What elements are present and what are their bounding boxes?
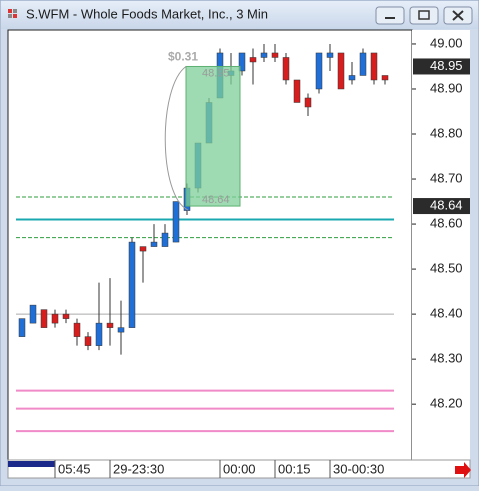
y-tick-label: 48.20 <box>430 396 463 411</box>
y-tick-label: 48.50 <box>430 261 463 276</box>
candle-body <box>293 79 301 103</box>
chart: 49.00 48.90 48.80 48.70 48.60 48.50 48.40 48.30… <box>16 35 470 478</box>
candle-body <box>260 52 268 58</box>
price-marker-label: 48.64 <box>430 197 463 212</box>
candle-body <box>62 313 70 319</box>
candle-body <box>315 52 323 90</box>
x-tick-label: 30-00:30 <box>333 461 384 476</box>
candle-body <box>95 322 103 346</box>
candle-body <box>282 57 290 81</box>
candle-body <box>348 75 356 81</box>
candle-body <box>161 232 169 247</box>
maximize-button[interactable] <box>409 6 439 25</box>
y-tick-label: 49.00 <box>430 35 463 50</box>
candle-body <box>249 57 257 63</box>
y-tick-label: 48.60 <box>430 216 463 231</box>
candle-body <box>271 52 279 58</box>
x-tick-label: 00:15 <box>278 461 311 476</box>
app-icon <box>8 9 17 18</box>
price-marker-label: 48.95 <box>430 58 463 73</box>
candle-body <box>139 246 147 252</box>
candle-body <box>326 52 334 58</box>
measure-to-label: 48.95 <box>202 67 230 79</box>
window-title: S.WFM - Whole Foods Market, Inc., 3 Min <box>26 6 268 21</box>
price-marker <box>413 198 470 215</box>
candle-body <box>172 201 180 243</box>
candle-body <box>238 52 246 72</box>
y-tick-label: 48.30 <box>430 351 463 366</box>
candle-body <box>40 309 48 328</box>
scroll-indicator[interactable] <box>8 461 55 467</box>
price-marker <box>413 58 470 75</box>
candle-body <box>150 241 158 247</box>
candle-body <box>29 304 37 324</box>
scroll-arrow[interactable] <box>455 462 471 478</box>
y-tick-label: 48.90 <box>430 80 463 95</box>
close-button[interactable] <box>443 6 473 25</box>
candle-body <box>337 52 345 90</box>
candle-body <box>304 97 312 108</box>
measure-box <box>185 65 241 207</box>
candle-body <box>117 327 125 333</box>
measure-from-label: 48.64 <box>202 194 230 206</box>
measure-arc <box>164 66 189 211</box>
y-tick-label: 48.80 <box>430 125 463 140</box>
minimize-button[interactable] <box>375 6 405 25</box>
x-tick-label: 05:45 <box>58 461 91 476</box>
candle-body <box>106 322 114 328</box>
x-tick-label: 29-23:30 <box>113 461 164 476</box>
candle-body <box>84 336 92 346</box>
candle-body <box>359 52 367 76</box>
y-tick-label: 48.70 <box>430 170 463 185</box>
x-tick-label: 00:00 <box>223 461 256 476</box>
candle-body <box>128 241 136 328</box>
candle-body <box>73 322 81 337</box>
y-axis-area <box>412 30 470 460</box>
candle-body <box>381 75 389 81</box>
y-tick-label: 48.40 <box>430 306 463 321</box>
candle-body <box>370 52 378 81</box>
candle-body <box>51 313 59 324</box>
measure-label: $0.31 <box>168 50 198 64</box>
candle-body <box>18 318 26 337</box>
